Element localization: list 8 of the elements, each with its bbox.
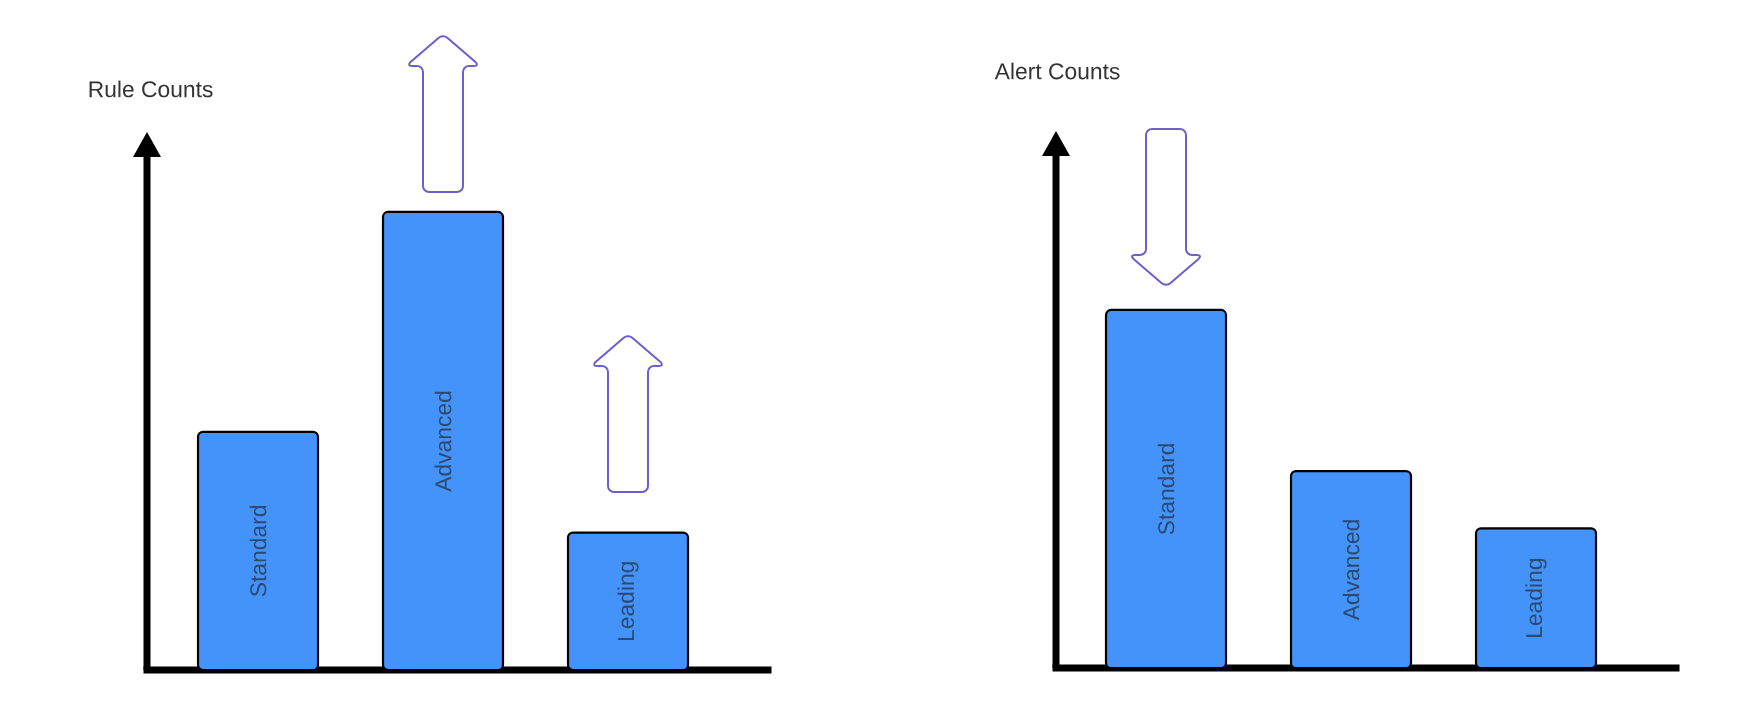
chart-title: Rule Counts	[89, 80, 213, 98]
x-tick-label: Advanced	[1342, 520, 1360, 621]
x-tick-label: Standard	[249, 506, 267, 597]
chart-title: Alert Counts	[994, 62, 1120, 80]
x-tick-label: Standard	[1157, 444, 1175, 535]
x-tick-label: Leading	[617, 562, 639, 641]
x-tick-label: Advanced	[434, 391, 452, 492]
x-tick-label: Leading	[1525, 559, 1547, 637]
